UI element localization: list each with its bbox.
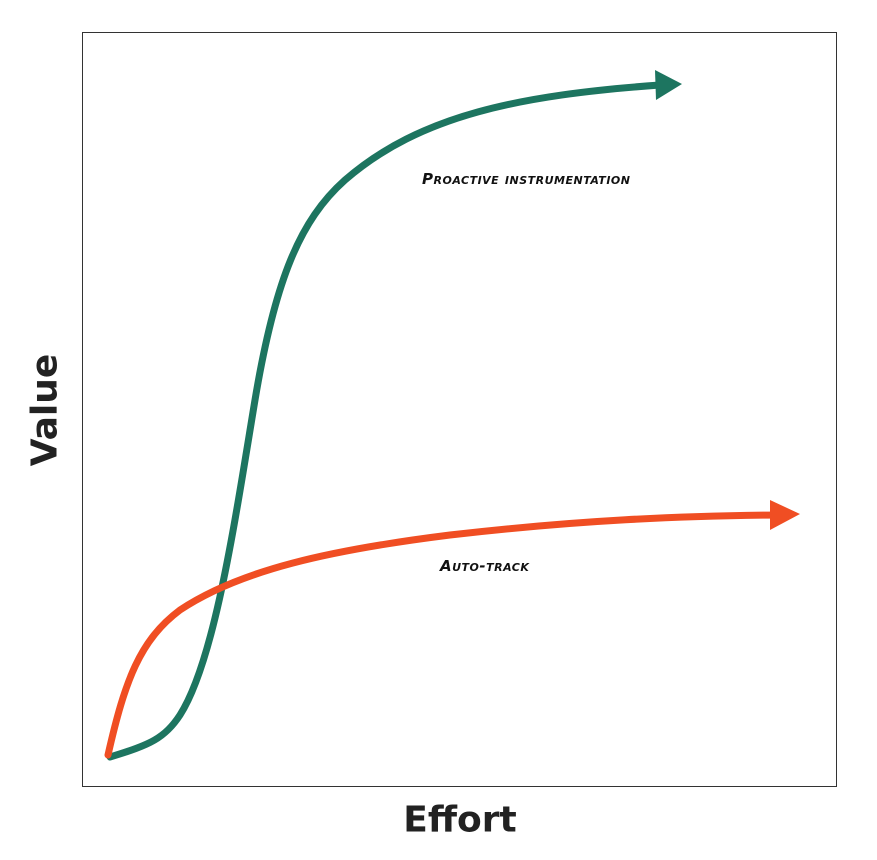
plot-frame bbox=[82, 32, 837, 787]
proactive-instrumentation-label: Proactive instrumentation bbox=[422, 170, 631, 188]
proactive-instrumentation-curve bbox=[106, 81, 664, 761]
auto-track-arrowhead bbox=[770, 500, 800, 530]
auto-track-curve bbox=[104, 511, 779, 759]
x-axis-label: Effort bbox=[403, 799, 517, 841]
y-axis-label: Value bbox=[24, 353, 66, 467]
auto-track-label: Auto-track bbox=[440, 557, 530, 575]
proactive-instrumentation-arrowhead bbox=[655, 70, 682, 100]
